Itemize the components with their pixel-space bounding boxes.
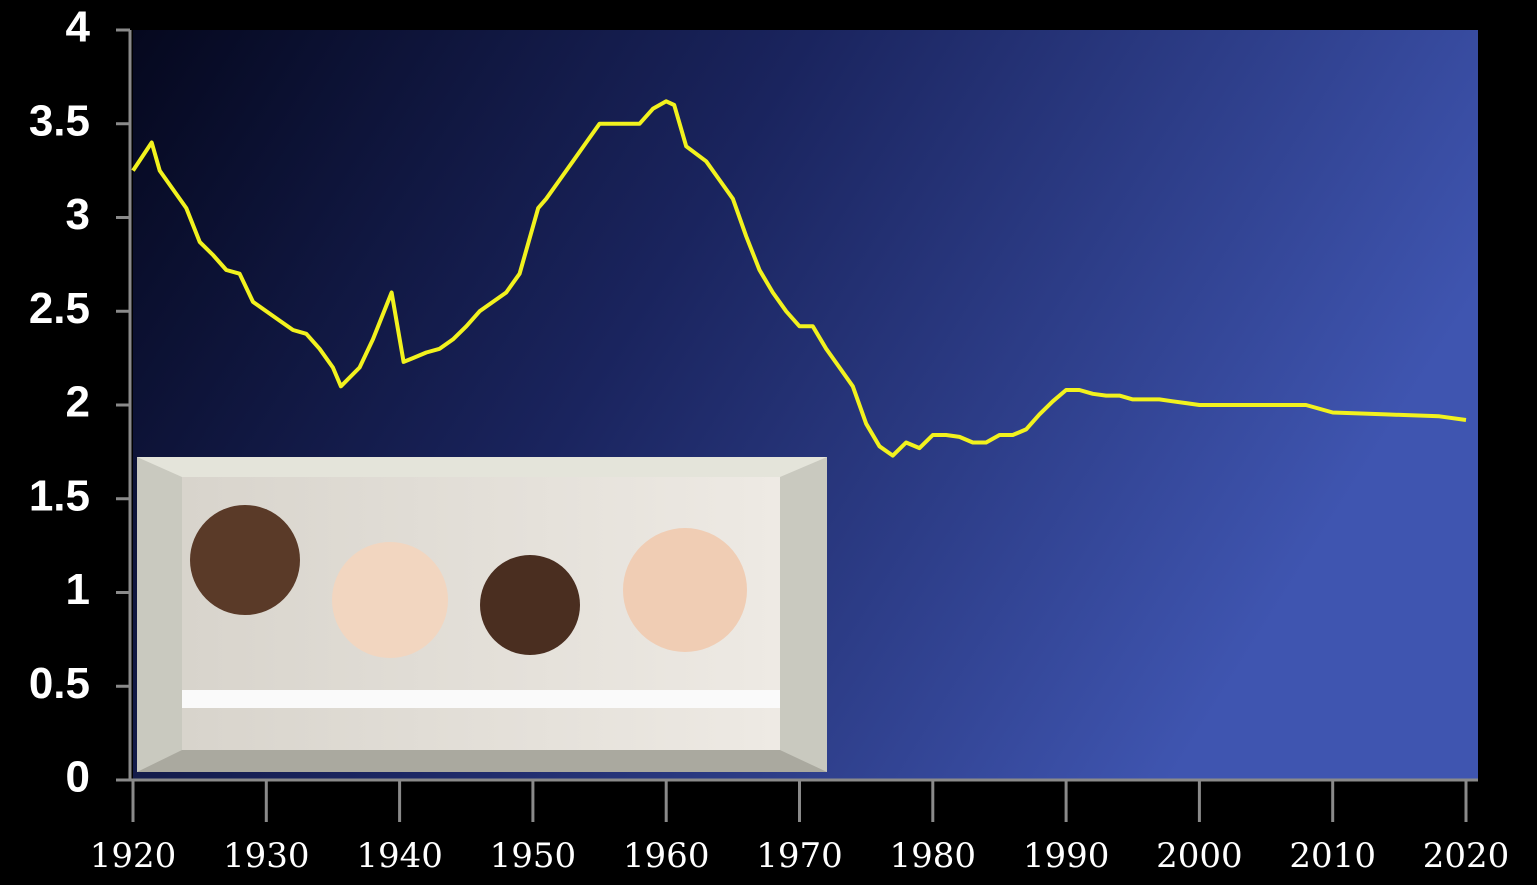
x-tick-label: 1930 (223, 836, 310, 876)
baby (190, 505, 300, 615)
baby (332, 542, 448, 658)
y-tick-label: 1.5 (29, 471, 90, 520)
y-tick-label: 3.5 (29, 96, 90, 145)
crib-rail (182, 690, 780, 708)
x-tick-label: 1950 (490, 836, 577, 876)
y-tick-label: 2 (66, 378, 90, 427)
x-tick-label: 1980 (890, 836, 977, 876)
x-tick-label: 2010 (1289, 836, 1376, 876)
frame-bevel (137, 750, 827, 772)
y-tick-label: 0.5 (29, 659, 90, 708)
x-tick-label: 1920 (90, 836, 177, 876)
y-tick-label: 4 (66, 3, 91, 52)
photo-inset (137, 457, 827, 772)
y-tick-label: 1 (66, 565, 90, 614)
x-tick-label: 2020 (1423, 836, 1510, 876)
x-tick-label: 1970 (756, 836, 843, 876)
frame-bevel (137, 457, 827, 477)
data-line (131, 99, 1467, 458)
x-tick-label: 1990 (1023, 836, 1110, 876)
x-tick-label: 2000 (1156, 836, 1243, 876)
y-tick-label: 0 (66, 753, 90, 802)
x-tick-label: 1940 (356, 836, 443, 876)
baby (480, 555, 580, 655)
y-tick-label: 2.5 (29, 284, 90, 333)
x-tick-label: 1960 (623, 836, 710, 876)
baby (623, 528, 747, 652)
y-tick-label: 3 (66, 190, 90, 239)
